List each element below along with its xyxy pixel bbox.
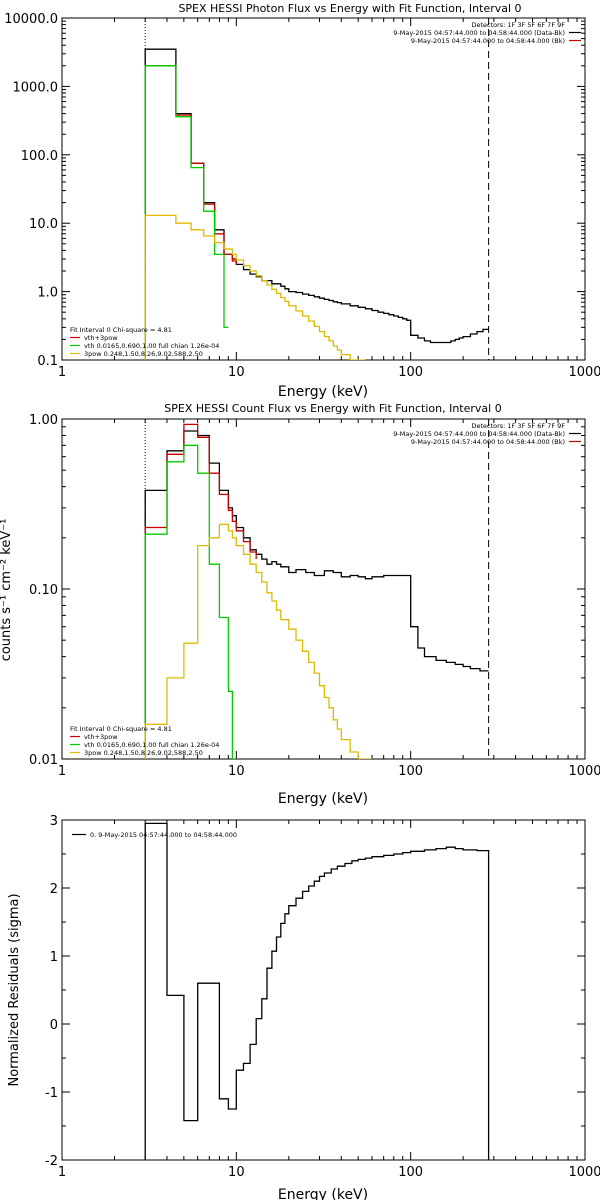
photon-flux-title: SPEX HESSI Photon Flux vs Energy with Fi… [178, 2, 521, 15]
y-tick-label: 0.01 [29, 753, 58, 768]
residuals-plot-frame [61, 819, 586, 1161]
residuals-panel: 1 10 100 1000 -2 -1 0 1 2 3 0. 9-May-2015 04:57:44… [7, 814, 600, 1200]
legend-bottom-left-text: Fit Interval 0 Chi-square = 4.81 [70, 725, 172, 733]
legend-bottom-left-text: vth+3pow [84, 334, 118, 342]
count-flux-title: SPEX HESSI Count Flux vs Energy with Fit… [164, 402, 501, 415]
legend-top-left-text: 0. 9-May-2015 04:57:44.000 to 04:58:44.0… [90, 831, 237, 839]
legend-top-right-text: 9-May-2015 04:57:44.000 to 04:58:44.000 … [411, 37, 565, 45]
y-tick-label: 0.10 [29, 583, 58, 598]
legend-top-right-text: 9-May-2015 04:57:44.000 to 04:58:44.000 … [393, 430, 565, 438]
x-tick-label: 10 [228, 764, 245, 779]
x-tick-label: 1000 [568, 365, 600, 380]
count-flux-panel: SPEX HESSI Count Flux vs Energy with Fit… [0, 402, 600, 807]
series-line-2 [144, 65, 229, 360]
series-line-1 [144, 423, 257, 759]
y-tick-label: -1 [45, 1086, 58, 1101]
photon-flux-xlabel: Energy (keV) [278, 384, 368, 400]
x-tick-label: 1 [58, 1165, 66, 1180]
y-tick-label: -2 [45, 1154, 58, 1169]
series-line-0 [144, 430, 489, 759]
y-tick-label: 1.0 [37, 286, 58, 301]
x-tick-label: 1 [58, 764, 66, 779]
residuals-ylabel: Normalized Residuals (sigma) [7, 893, 22, 1086]
series-group [144, 822, 490, 1160]
series-line-2 [144, 444, 237, 759]
x-tick-label: 100 [398, 764, 423, 779]
y-tick-label: 100.0 [21, 149, 58, 164]
y-tick-label: 1000.0 [13, 80, 59, 95]
y-tick-label: 10.0 [29, 217, 58, 232]
legend-bottom-left-text: 3pow 0.248,1.50,8.26,9.02,588,2.50 [84, 350, 203, 358]
series-line-3 [144, 214, 366, 360]
series-group [144, 48, 489, 360]
x-tick-label: 1 [58, 365, 66, 380]
photon-flux-marks: 1 10 100 1000 0.1 1.0 10.0 100.0 1000.0 10000.0 De… [4, 12, 600, 380]
legend-bottom-left-text: 3pow 0.248,1.50,8.26,9.02,588,2.50 [84, 749, 203, 757]
photon-flux-panel: SPEX HESSI Photon Flux vs Energy with Fi… [4, 2, 600, 400]
count-flux-plot-frame [61, 418, 586, 760]
legend-bottom-left-text: vth 0.0165,0.690,1.00 full chian 1.26e-0… [84, 342, 219, 350]
count-flux-ylabel: counts s⁻¹ cm⁻² keV⁻¹ [0, 519, 14, 662]
y-tick-label: 1.00 [29, 413, 58, 428]
legend-top-right-text: 9-May-2015 04:57:44.000 to 04:58:44.000 … [411, 438, 565, 446]
x-tick-label: 10 [228, 365, 245, 380]
y-tick-label: 0.1 [37, 354, 58, 369]
x-tick-label: 100 [398, 365, 423, 380]
count-flux-marks: 1 10 100 1000 0.01 0.10 1.00 Detectors: 1F 3F 5… [29, 413, 600, 779]
series-group [144, 423, 489, 759]
count-flux-xlabel: Energy (keV) [278, 791, 368, 807]
y-tick-label: 10000.0 [4, 12, 58, 27]
legend-bottom-left-text: vth+3pow [84, 733, 118, 741]
y-tick-label: 1 [50, 950, 58, 965]
legend-bottom-left-text: vth 0.0165,0.690,1.00 full chian 1.26e-0… [84, 741, 219, 749]
series-line-0 [144, 822, 490, 1160]
y-tick-label: 3 [50, 814, 58, 829]
x-tick-label: 1000 [568, 764, 600, 779]
residuals-marks: 1 10 100 1000 -2 -1 0 1 2 3 0. 9-May-2015 04:57:44… [45, 814, 600, 1180]
y-tick-label: 2 [50, 882, 58, 897]
series-line-1 [144, 65, 237, 360]
x-tick-label: 1000 [568, 1165, 600, 1180]
legend-bottom-left-text: Fit Interval 0 Chi-square = 4.81 [70, 326, 172, 334]
legend-top-right-text: 9-May-2015 04:57:44.000 to 04:58:44.000 … [393, 29, 565, 37]
series-line-3 [144, 523, 372, 759]
photon-flux-plot-frame [61, 17, 586, 361]
x-tick-label: 100 [398, 1165, 423, 1180]
x-tick-label: 10 [228, 1165, 245, 1180]
residuals-xlabel: Energy (keV) [278, 1187, 368, 1200]
legend-top-right-text: Detectors: 1F 3F 5F 6F 7F 9F [471, 422, 565, 430]
legend-top-right-text: Detectors: 1F 3F 5F 6F 7F 9F [471, 21, 565, 29]
series-line-0 [144, 48, 489, 360]
y-tick-label: 0 [50, 1018, 58, 1033]
